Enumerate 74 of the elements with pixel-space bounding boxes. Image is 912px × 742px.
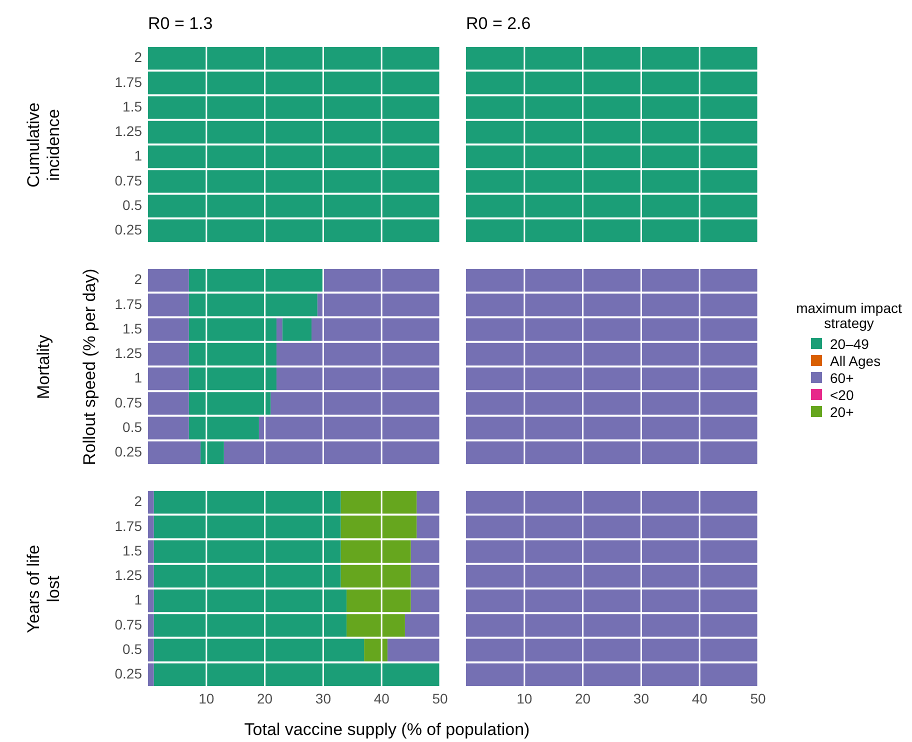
x-tick-label: 20: [257, 690, 273, 706]
bar: [148, 564, 154, 588]
y-tick-label: 1: [134, 592, 142, 608]
bar: [188, 268, 324, 292]
bar: [148, 367, 189, 390]
y-axis-title: Rollout speed (% per day): [80, 268, 100, 465]
x-tick-label: 40: [374, 690, 390, 706]
legend-label: 20–49: [830, 336, 869, 352]
y-tick-label: 1.75: [114, 296, 142, 312]
legend-label: 60+: [830, 370, 854, 386]
bar: [224, 441, 440, 464]
bar: [188, 367, 276, 390]
y-tick-label: 0.25: [114, 666, 142, 682]
x-tick-label: 20: [575, 690, 591, 706]
bar: [154, 564, 341, 588]
x-tick-label: 30: [315, 690, 332, 706]
bar: [346, 589, 411, 612]
x-tick-label: 10: [198, 690, 214, 706]
y-tick-label: 1.25: [114, 123, 142, 140]
y-tick-label: 0.5: [122, 418, 142, 435]
y-tick-label: 2: [134, 271, 142, 288]
legend-label: All Ages: [830, 352, 881, 368]
chart-title: R0 = 1.3: [148, 14, 213, 34]
bar: [340, 490, 417, 514]
bar: [148, 663, 154, 686]
bar: [200, 441, 224, 464]
y-tick-label: 1: [134, 148, 142, 164]
x-tick-label: 40: [692, 690, 708, 706]
y-tick-label: 1.75: [114, 518, 142, 534]
y-tick-label: 0.5: [122, 196, 142, 213]
chart-title: R0 = 2.6: [466, 14, 531, 34]
x-tick-label: 30: [633, 690, 650, 706]
bar: [154, 490, 341, 514]
bar: [276, 318, 282, 341]
bar: [148, 441, 201, 464]
y-tick-label: 0.5: [122, 640, 142, 657]
y-tick-label: 0.75: [114, 616, 142, 632]
bar: [154, 589, 347, 612]
text: Mortality: [34, 333, 54, 401]
y-tick-label: 2: [134, 49, 142, 66]
bar: [276, 367, 440, 390]
y-tick-label: 1.25: [114, 345, 142, 362]
y-tick-label: 1.5: [122, 98, 142, 114]
x-axis-title: Total vaccine supply (% of population): [244, 720, 530, 740]
text: Years of life lost: [24, 543, 64, 635]
bar: [148, 268, 189, 292]
x-tick-label: 50: [750, 690, 766, 706]
bar: [148, 589, 154, 612]
bar: [148, 490, 154, 514]
bar: [154, 663, 440, 686]
bar: [410, 564, 440, 588]
text: Cumulative incidence: [24, 100, 64, 190]
bar: [340, 564, 411, 588]
x-tick-label: 50: [432, 690, 448, 706]
y-tick-label: 1.75: [114, 74, 142, 90]
legend-label: <20: [830, 386, 854, 402]
bar: [188, 342, 276, 366]
y-tick-label: 2: [134, 493, 142, 510]
bar: [276, 342, 440, 366]
legend-title: maximum impact strategy: [795, 300, 903, 331]
x-tick-label: 10: [516, 690, 532, 706]
y-tick-label: 0.25: [114, 222, 142, 238]
legend-label: 20+: [830, 404, 854, 420]
y-tick-label: 1.5: [122, 542, 142, 558]
bar: [148, 342, 189, 366]
bar: [323, 268, 440, 292]
y-tick-label: 1.25: [114, 567, 142, 584]
y-tick-label: 1.5: [122, 320, 142, 336]
y-tick-label: 0.75: [114, 394, 142, 410]
y-tick-label: 0.25: [114, 444, 142, 460]
y-tick-label: 0.75: [114, 172, 142, 188]
bar: [410, 589, 440, 612]
y-tick-label: 1: [134, 370, 142, 386]
bar: [416, 490, 440, 514]
